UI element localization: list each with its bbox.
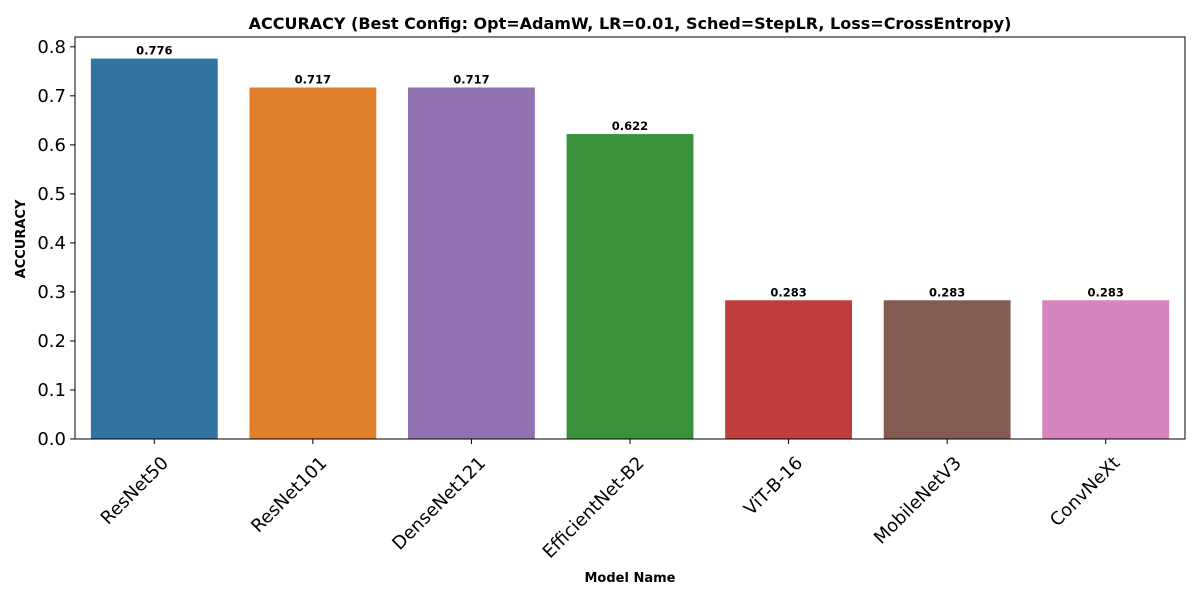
y-tick-label: 0.0 [37, 429, 66, 450]
bar-mobilenetv3 [883, 300, 1011, 439]
bar-resnet101 [249, 87, 377, 440]
chart-title: ACCURACY (Best Config: Opt=AdamW, LR=0.0… [249, 14, 1012, 33]
y-tick-label: 0.3 [37, 282, 66, 303]
x-tick-label: DenseNet121 [388, 453, 490, 555]
y-tick-label: 0.6 [37, 135, 66, 156]
bar-resnet50 [90, 58, 218, 439]
x-tick-label: ConvNeXt [1046, 453, 1124, 531]
y-tick-label: 0.7 [37, 86, 66, 107]
bar-vit-b-16 [725, 300, 852, 439]
y-axis-label: ACCURACY [14, 199, 29, 278]
data-label: 0.283 [929, 285, 965, 299]
y-tick-label: 0.2 [37, 331, 66, 352]
data-label: 0.283 [1088, 285, 1124, 299]
y-tick-label: 0.1 [37, 380, 66, 401]
x-tick-label: EfficientNet-B2 [539, 453, 649, 563]
y-tick-label: 0.4 [37, 233, 66, 254]
x-tick-label: ResNet101 [247, 453, 331, 537]
bar-efficientnet-b2 [566, 134, 694, 439]
data-label: 0.622 [612, 119, 648, 133]
data-label: 0.776 [136, 44, 172, 58]
x-tick-label: MobileNetV3 [870, 453, 966, 549]
bar-densenet121 [408, 87, 535, 440]
x-tick-label: ViT-B-16 [740, 453, 807, 520]
x-tick-label: ResNet50 [97, 453, 173, 529]
x-axis-label: Model Name [585, 571, 676, 586]
data-label: 0.283 [770, 285, 806, 299]
data-label: 0.717 [295, 72, 331, 86]
y-tick-label: 0.5 [37, 184, 66, 205]
plot-area: 0.776 0.717 0.717 0.622 0.283 0.283 0.283 0.0 0.… [37, 36, 1186, 563]
data-label: 0.717 [453, 72, 489, 86]
y-tick-label: 0.8 [37, 37, 66, 58]
bar-convnext [1042, 300, 1170, 439]
